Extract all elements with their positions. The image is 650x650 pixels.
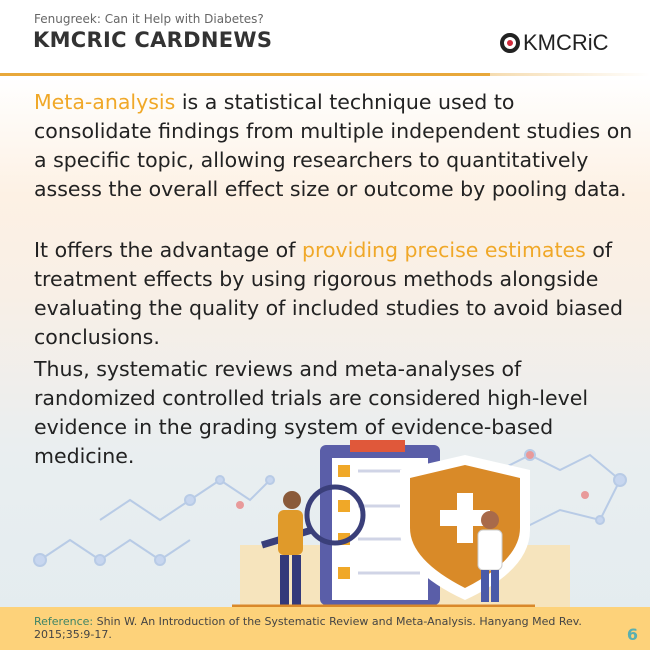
reference-footer: Reference: Shin W. An Introduction of th… xyxy=(0,607,650,650)
paragraph-1: Meta-analysis is a statistical technique… xyxy=(34,88,634,204)
page-number: 6 xyxy=(626,625,638,644)
page-title: KMCRIC CARDNEWS xyxy=(33,28,273,52)
kmcric-logo: KMCRiC xyxy=(500,30,609,56)
reference-citation: Reference: Shin W. An Introduction of th… xyxy=(34,615,594,641)
header-divider-fade xyxy=(490,73,650,76)
logo-ring-icon xyxy=(500,33,520,53)
highlight-precise-estimates: providing precise estimates xyxy=(301,238,586,262)
paragraph-1-text: is a statistical technique used to conso… xyxy=(34,90,633,201)
researcher-man-icon xyxy=(278,491,303,605)
header-divider xyxy=(0,73,490,76)
paragraph-2-text: of treatment effects by using rigorous m… xyxy=(34,238,624,349)
paragraph-2: It offers the advantage of providing pre… xyxy=(34,236,634,352)
highlight-meta-analysis: Meta-analysis xyxy=(34,90,176,114)
logo-text: KMCRiC xyxy=(523,30,609,55)
reference-label: Reference: xyxy=(34,615,94,628)
series-subtitle: Fenugreek: Can it Help with Diabetes? xyxy=(34,12,264,26)
doctor-woman-icon xyxy=(477,511,503,602)
paragraph-2-start: It offers the advantage of xyxy=(34,238,302,262)
paragraph-3: Thus, systematic reviews and meta-analys… xyxy=(34,357,589,468)
reference-text: Shin W. An Introduction of the Systemati… xyxy=(34,615,582,641)
